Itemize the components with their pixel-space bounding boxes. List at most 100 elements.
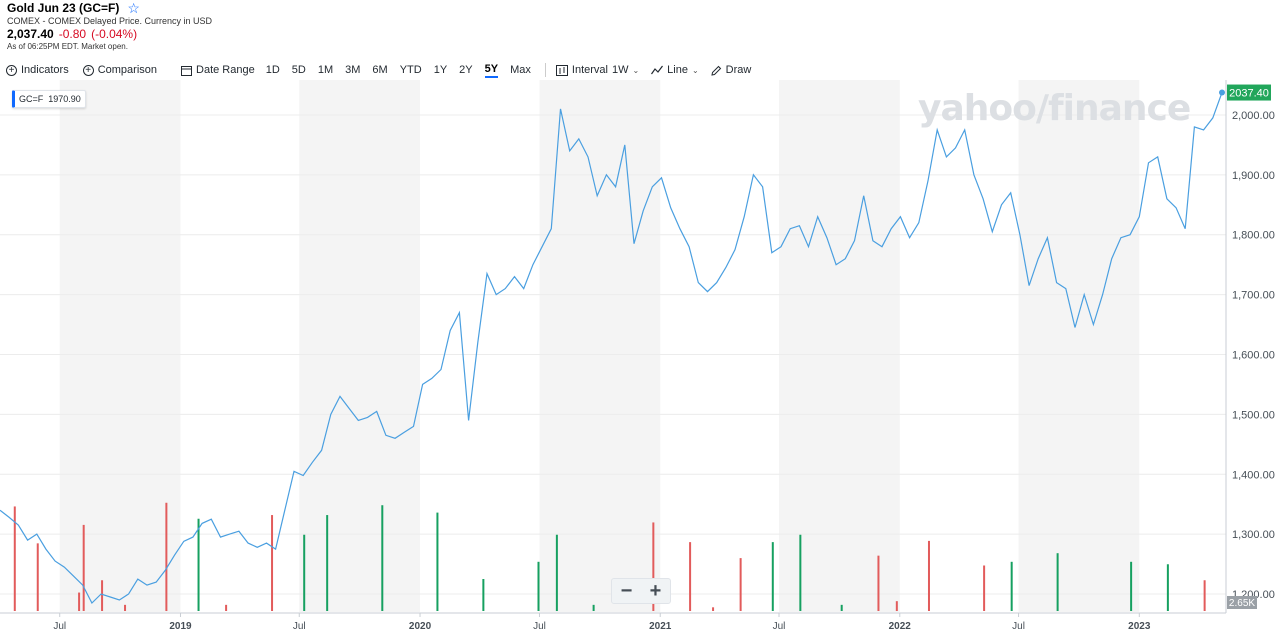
x-tick-label: 2022 [889,621,912,632]
volume-bar [101,580,104,611]
draw-label: Draw [725,64,752,76]
line-chart-icon [651,65,664,75]
zoom-in-button[interactable]: + [649,580,662,602]
last-price-label: 2037.40 [1229,88,1269,100]
volume-bar [124,604,127,611]
y-tick-label: 1,500.00 [1232,409,1275,421]
exchange-info: COMEX - COMEX Delayed Price. Currency in… [7,16,213,26]
date-range-button[interactable]: Date Range [181,64,255,76]
x-tick-label: Jul [53,621,66,632]
chevron-down-icon: ⌄ [632,65,640,75]
volume-bar [326,515,329,611]
volume-bar [13,506,16,611]
range-ytd[interactable]: YTD [399,64,422,76]
calendar-icon [181,65,193,76]
x-tick-label: Jul [533,621,546,632]
volume-bar [771,542,774,611]
volume-bar [381,505,384,611]
range-1d[interactable]: 1D [265,64,280,76]
y-tick-label: 1,900.00 [1232,170,1275,182]
star-icon[interactable]: ☆ [127,0,140,16]
volume-bar [739,558,742,611]
chart-type-dropdown[interactable]: Line ⌄ [651,64,699,76]
volume-bar [537,561,540,611]
volume-bar [1166,564,1169,611]
volume-max-label: 2.65K [1229,598,1255,609]
y-tick-label: 1,800.00 [1232,230,1275,242]
x-tick-label: Jul [293,621,306,632]
comparison-button[interactable]: + Comparison [82,64,158,76]
volume-bar [78,592,81,611]
volume-bar [482,579,485,611]
volume-bar [303,534,306,611]
volume-bar [877,555,880,611]
price-chart[interactable]: 1,200.001,300.001,400.001,500.001,600.00… [0,80,1280,637]
chevron-down-icon: ⌄ [691,65,699,75]
x-tick-label: 2020 [409,621,432,632]
toolbar-divider [544,63,546,77]
as-of-time: As of 06:25PM EDT. Market open. [7,42,128,51]
volume-bar [689,542,692,611]
range-5y[interactable]: 5Y [484,63,499,78]
x-tick-label: 2021 [649,621,672,632]
interval-label: Interval [571,64,608,76]
chart-toolbar: + Indicators + Comparison Date Range 1D 5D… [6,62,751,78]
half-year-band [539,80,661,612]
last-point-marker [1219,89,1225,96]
volume-bar [840,604,843,611]
zoom-out-button[interactable]: − [620,580,633,602]
range-3m[interactable]: 3M [345,64,361,76]
legend-value: 1970.90 [48,94,81,104]
indicators-label: Indicators [21,64,69,76]
y-tick-label: 2,000.00 [1232,110,1275,122]
quote-header: Gold Jun 23 (GC=F) ☆ COMEX - COMEX Delay… [7,1,212,51]
volume-bar [436,512,439,611]
half-year-band [1018,80,1140,612]
candles-icon [555,64,568,76]
draw-button[interactable]: Draw [711,64,752,76]
volume-bar [555,534,558,611]
volume-bar [895,601,898,611]
range-1y[interactable]: 1Y [433,64,448,76]
volume-bar [225,604,228,611]
series-legend[interactable]: GC=F 1970.90 [12,90,86,108]
plus-circle-icon: + [6,64,17,76]
chart-type-label: Line [667,64,688,76]
range-1m[interactable]: 1M [317,64,334,76]
pencil-icon [711,65,721,76]
interval-dropdown[interactable]: Interval 1W ⌄ [555,64,640,76]
volume-bar [927,540,930,611]
range-max[interactable]: Max [510,64,531,76]
price-change: -0.80 [58,27,87,41]
volume-bar [1056,553,1059,611]
volume-bar [36,543,39,611]
current-price: 2,037.40 [7,27,54,41]
range-5d[interactable]: 5D [291,64,306,76]
volume-bar [271,515,274,611]
volume-bar [165,502,168,611]
volume-bar [712,607,715,611]
zoom-controls: − + [611,578,671,604]
half-year-band [779,80,900,612]
yahoo-finance-watermark: yahoo/finance [918,88,1191,129]
price-change-percent: (-0.04%) [91,27,138,41]
x-tick-label: 2019 [169,621,192,632]
volume-bar [1203,580,1206,611]
range-6m[interactable]: 6M [372,64,388,76]
volume-bar [197,518,200,611]
last-price-tag [1227,84,1271,101]
y-tick-label: 1,400.00 [1232,469,1275,481]
date-range-label: Date Range [196,64,255,76]
volume-bar [82,524,85,611]
indicators-button[interactable]: + Indicators [6,64,69,76]
volume-bar [592,604,595,611]
y-tick-label: 1,300.00 [1232,529,1275,541]
range-2y[interactable]: 2Y [459,64,473,76]
price-line [0,92,1223,604]
y-tick-label: 1,700.00 [1232,290,1275,302]
comparison-label: Comparison [97,64,158,76]
x-tick-label: 2023 [1128,621,1151,632]
volume-bar [799,534,802,611]
legend-symbol: GC=F [19,94,44,104]
plus-circle-icon: + [82,64,94,76]
